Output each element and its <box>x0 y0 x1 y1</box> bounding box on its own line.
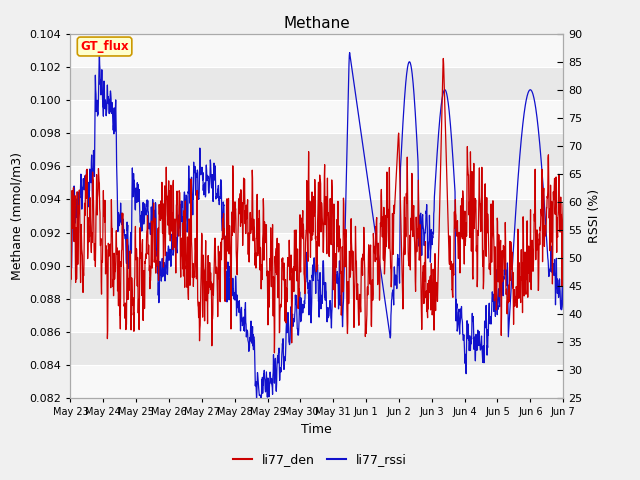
X-axis label: Time: Time <box>301 423 332 436</box>
Bar <box>70 299 563 332</box>
Bar <box>70 332 563 365</box>
Y-axis label: RSSI (%): RSSI (%) <box>588 189 601 243</box>
Legend: li77_den, li77_rssi: li77_den, li77_rssi <box>228 448 412 471</box>
Bar <box>70 199 563 233</box>
Bar <box>70 34 563 67</box>
Bar <box>70 133 563 166</box>
Bar <box>70 266 563 299</box>
Bar <box>70 67 563 100</box>
Title: Methane: Methane <box>284 16 350 31</box>
Bar <box>70 365 563 398</box>
Text: GT_flux: GT_flux <box>80 40 129 53</box>
Bar <box>70 100 563 133</box>
Y-axis label: Methane (mmol/m3): Methane (mmol/m3) <box>11 152 24 280</box>
Bar <box>70 166 563 199</box>
Bar <box>70 233 563 266</box>
